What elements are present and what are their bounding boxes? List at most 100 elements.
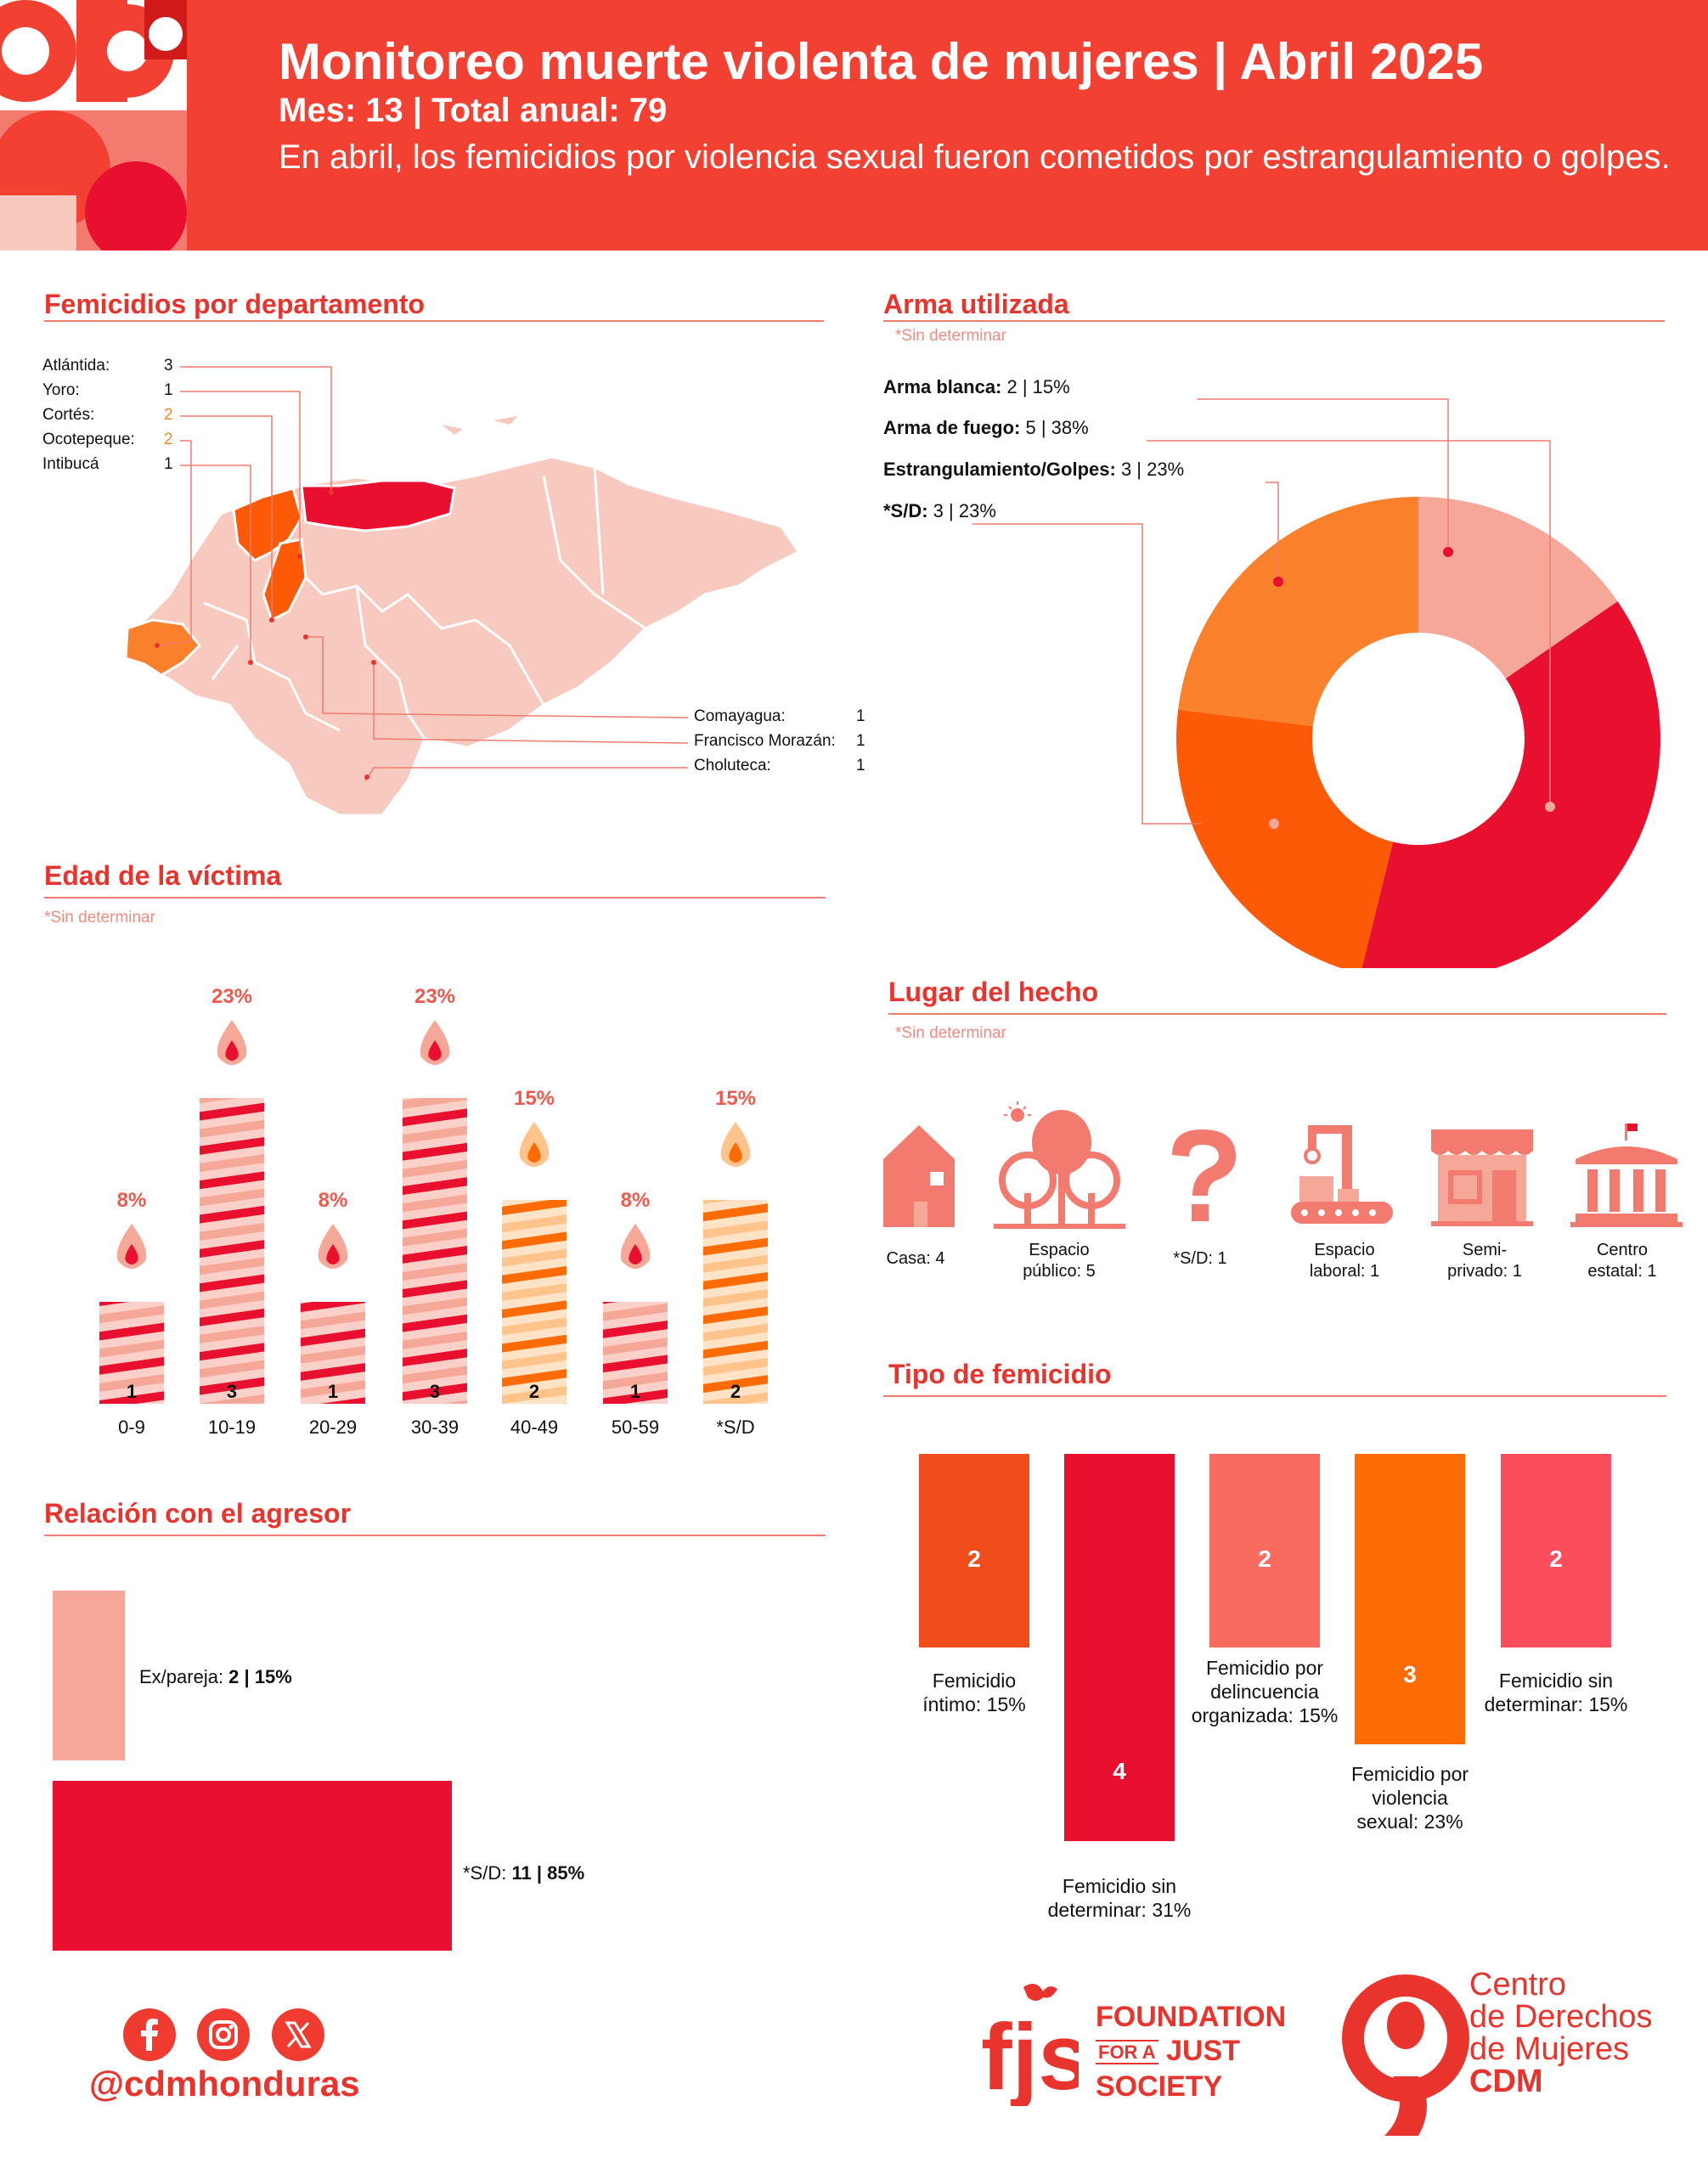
age-title: Edad de la víctima — [44, 860, 282, 891]
dept-name: Atlántida: — [42, 357, 110, 375]
page-title: Monitoreo muerte violenta de mujeres | A… — [279, 33, 1484, 90]
age-count-label: 1 — [328, 1381, 338, 1402]
cdm-q-logo — [1342, 1974, 1469, 2136]
weapon-label-arma-fuego: Arma de fuego: 5 | 38% — [883, 417, 1089, 438]
age-count-label: 1 — [630, 1381, 640, 1402]
cdm-wordmark: Centro de Derechos de Mujeres CDM — [1469, 1967, 1653, 2099]
age-count-label: 2 — [529, 1381, 539, 1402]
age-percent-label: 8% — [621, 1189, 651, 1212]
facebook-icon[interactable] — [123, 2008, 176, 2061]
place-label-espacio-publico: Espacio público: 5 — [1023, 1241, 1096, 1281]
place-label-sd: *S/D: 1 — [1173, 1249, 1227, 1268]
age-count-label: 3 — [227, 1381, 237, 1402]
place-divider — [888, 1013, 1666, 1015]
femicide-type-bar-0 — [919, 1454, 1029, 1647]
age-category-label: 10-19 — [208, 1416, 256, 1438]
age-candle-chart: 8% 1 0-9 23% 3 10-19 8% 1 20-29 23% 3 30-39 15% 2 40-4… — [99, 985, 768, 1438]
dept-name: Ocotepeque: — [42, 431, 135, 448]
weapon-title: Arma utilizada — [883, 289, 1069, 319]
map-atlantida — [300, 479, 456, 532]
age-percent-label: 8% — [318, 1189, 348, 1212]
age-percent-label: 23% — [211, 985, 252, 1008]
femicide-type-value: 2 — [1258, 1546, 1271, 1572]
candle-flame-core — [428, 1040, 442, 1061]
social-handle[interactable]: @cdmhonduras — [89, 2064, 360, 2104]
tree-icon — [994, 1101, 1125, 1229]
map-land — [126, 455, 801, 817]
age-bar-40-49 — [502, 1200, 567, 1404]
dept-value: 3 — [164, 357, 173, 375]
store-icon — [1431, 1129, 1533, 1226]
weapon-note: *Sin determinar — [895, 327, 1006, 345]
x-twitter-icon[interactable] — [272, 2008, 324, 2061]
departments-list-right: Comayagua: Francisco Morazán: Choluteca: — [694, 707, 864, 781]
relation-label-ex-pareja: Ex/pareja: 2 | 15% — [139, 1666, 292, 1687]
candle-flame-core — [225, 1040, 239, 1061]
age-percent-label: 15% — [715, 1087, 756, 1110]
dept-value: 1 — [164, 381, 173, 399]
weapon-donut-chart — [972, 398, 1660, 968]
dept-value: 1 — [856, 757, 865, 774]
femicide-type-value: 4 — [1113, 1758, 1126, 1784]
departments-list: Atlántida: Yoro: Cortés: Ocotepeque: Int… — [42, 357, 187, 480]
age-category-label: 0-9 — [118, 1416, 145, 1438]
departments-values: 3 1 2 2 1 — [164, 357, 181, 480]
femicide-type-bar-2 — [1209, 1454, 1320, 1647]
place-label-espacio-laboral: Espacio laboral: 1 — [1309, 1241, 1380, 1281]
donut-slice-0 — [1418, 497, 1618, 679]
femicide-type-value: 3 — [1403, 1661, 1417, 1687]
femicide-type-label: Femicidio por violencia sexual: 23% — [1350, 1763, 1469, 1833]
age-category-label: *S/D — [716, 1416, 754, 1438]
question-icon — [1172, 1129, 1236, 1221]
femicide-type-label: Femicidio íntimo: 15% — [922, 1670, 1026, 1715]
relation-bar-sd — [53, 1781, 452, 1951]
femicide-type-label: Femicidio por delincuencia organizada: 15% — [1191, 1657, 1339, 1726]
relation-bar-ex-pareja — [53, 1591, 125, 1760]
dept-name: Choluteca: — [694, 757, 771, 774]
age-category-label: 50-59 — [612, 1416, 659, 1438]
age-bar-50-59 — [603, 1302, 668, 1404]
age-category-label: 30-39 — [411, 1416, 459, 1438]
place-title: Lugar del hecho — [888, 977, 1099, 1007]
departments-divider — [44, 320, 824, 322]
relation-title: Relación con el agresor — [44, 1498, 352, 1529]
age-percent-label: 8% — [117, 1189, 147, 1212]
place-label-centro-estatal: Centro estatal: 1 — [1587, 1241, 1657, 1281]
age-count-label: 1 — [127, 1381, 137, 1402]
donut-slice-3 — [1178, 497, 1418, 726]
age-bar-10-19 — [200, 1098, 264, 1404]
age-bar-30-39 — [403, 1098, 467, 1404]
place-icons — [883, 1101, 1683, 1229]
femicide-type-value: 2 — [1549, 1546, 1563, 1572]
weapon-label-arma-blanca: Arma blanca: 2 | 15% — [883, 376, 1070, 397]
candle-flame-core — [125, 1244, 138, 1264]
page-description: En abril, los femicidios por violencia s… — [279, 138, 1671, 176]
dept-name: Intibucá — [42, 455, 99, 473]
dept-name: Francisco Morazán: — [694, 732, 836, 750]
dept-value: 2 — [164, 431, 173, 448]
fjs-wordmark: FOUNDATION FOR A JUST SOCIETY — [1096, 2001, 1287, 2104]
age-count-label: 2 — [730, 1381, 741, 1402]
departments-title: Femicidios por departamento — [44, 289, 426, 319]
header-banner — [0, 0, 1708, 251]
candle-flame-core — [527, 1142, 541, 1163]
weapon-label-sd: *S/D: 3 | 23% — [883, 500, 996, 521]
age-category-label: 40-49 — [510, 1416, 558, 1438]
government-building-icon — [1570, 1124, 1683, 1227]
candle-flame-core — [729, 1142, 742, 1163]
donut-slice-1 — [1361, 601, 1660, 968]
dept-value: 2 — [164, 406, 173, 424]
femicide-type-bar-3 — [1355, 1454, 1465, 1744]
femicide-type-bar-4 — [1501, 1454, 1611, 1647]
candle-flame-core — [629, 1244, 642, 1264]
place-note: *Sin determinar — [895, 1024, 1006, 1042]
age-percent-label: 23% — [414, 985, 455, 1008]
instagram-icon[interactable] — [197, 2008, 250, 2061]
dept-name: Cortés: — [42, 406, 95, 424]
dept-value: 1 — [856, 707, 865, 725]
dept-value: 1 — [856, 732, 865, 750]
femicide-type-bar-1 — [1064, 1454, 1175, 1841]
weapon-label-estrangulamiento: Estrangulamiento/Golpes: 3 | 23% — [883, 459, 1185, 480]
weapon-divider — [883, 320, 1665, 322]
age-bar-20-29 — [301, 1302, 365, 1404]
